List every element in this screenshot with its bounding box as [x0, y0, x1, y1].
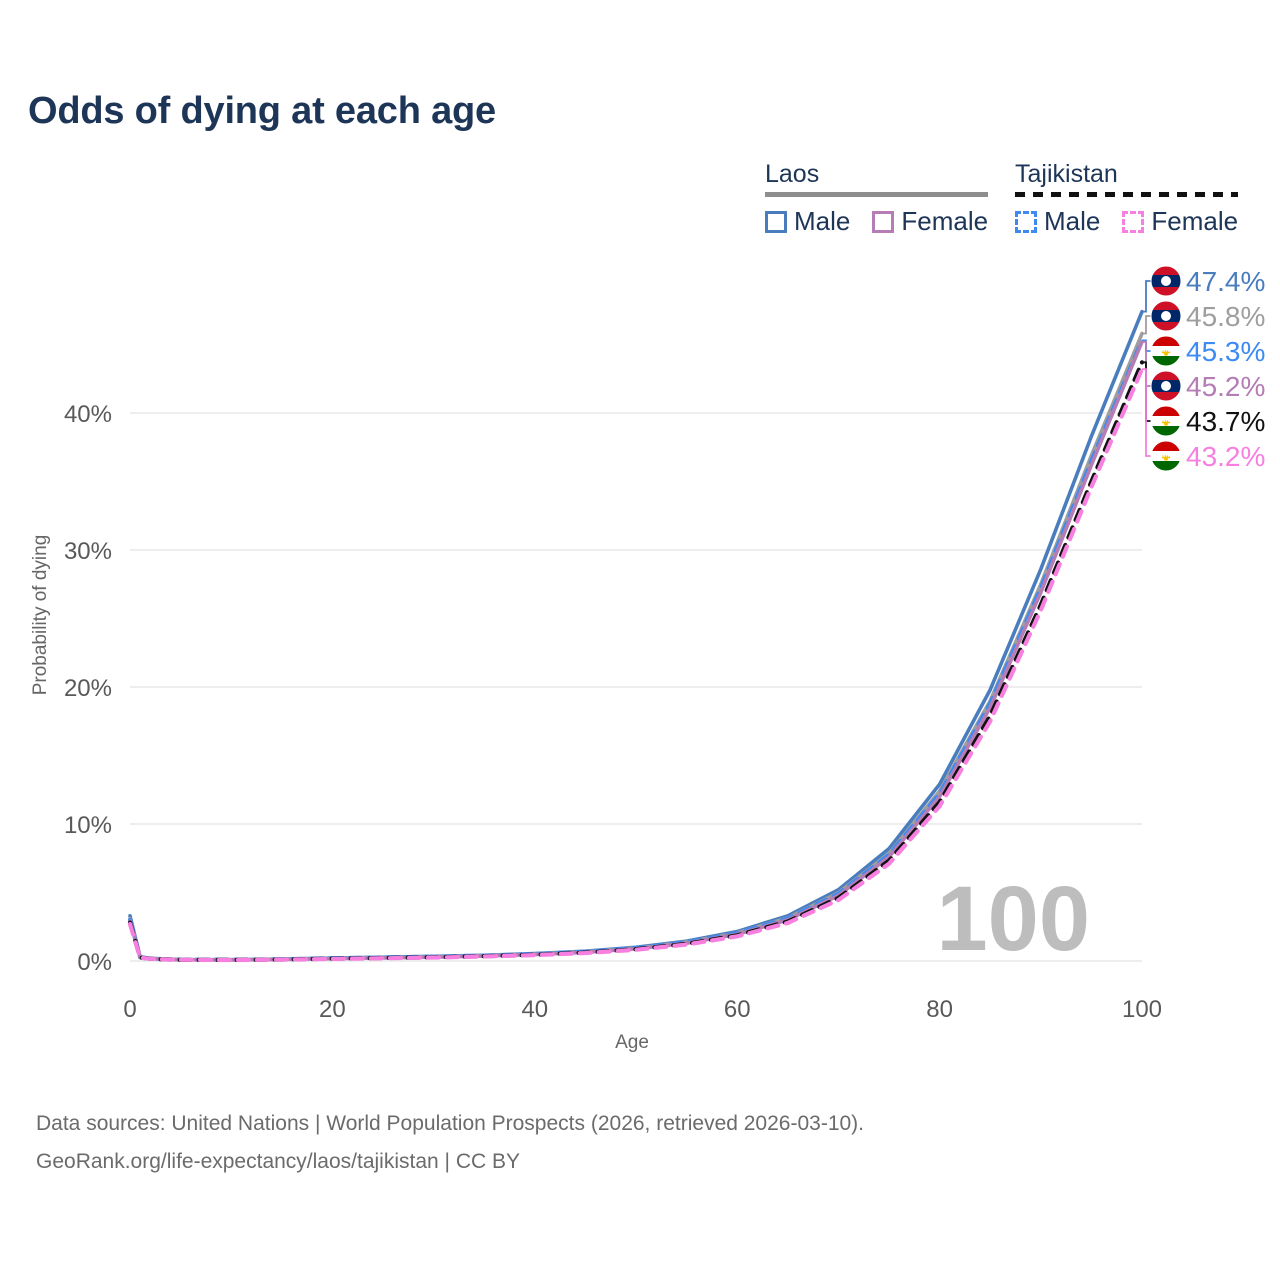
legend-label-laos-male: Male: [794, 206, 851, 236]
flag-icon-ring: [1150, 265, 1182, 297]
chart-legend: Laos Male Female Tajikistan Male: [760, 160, 1260, 240]
end-label-value: 45.8%: [1186, 301, 1265, 332]
x-tick-label: 0: [123, 996, 136, 1023]
legend-swatch-tajikistan-male: [1015, 210, 1037, 233]
y-tick-label: 30%: [64, 538, 112, 565]
y-tick-label: 0%: [77, 949, 112, 976]
x-tick-label: 40: [521, 996, 548, 1023]
page-title: Odds of dying at each age: [28, 90, 496, 132]
x-tick-label: 100: [1122, 996, 1162, 1023]
legend-group-tajikistan: Tajikistan Male Female: [1015, 160, 1239, 237]
legend-country-label: Laos: [765, 160, 820, 188]
legend-item-laos-female[interactable]: Female: [872, 206, 988, 237]
legend-label-tajikistan-female: Female: [1151, 206, 1239, 236]
y-axis-tick-labels: 0% 10% 20% 30% 40%: [64, 401, 112, 976]
legend-country-label: Tajikistan: [1015, 160, 1118, 188]
footer-line-url: GeoRank.org/life-expectancy/laos/tajikis…: [36, 1150, 521, 1173]
flag-icon-ring: [1150, 440, 1182, 472]
legend-label-tajikistan-male: Male: [1044, 206, 1101, 236]
x-tick-label: 80: [926, 996, 953, 1023]
legend-swatch-tajikistan-female: [1122, 210, 1145, 233]
y-tick-label: 10%: [64, 812, 112, 839]
end-label-value: 43.2%: [1186, 441, 1265, 472]
series-line-laos-male-alt-: [128, 331, 1144, 962]
legend-item-tajikistan-male[interactable]: Male: [1015, 206, 1100, 237]
x-axis-tick-labels: 0 20 40 60 80 100: [123, 996, 1162, 1023]
x-tick-label: 60: [724, 996, 751, 1023]
legend-rule-laos: [765, 192, 989, 197]
end-label-value: 45.3%: [1186, 336, 1265, 367]
legend-item-laos-male[interactable]: Male: [765, 206, 850, 237]
series-line-tajikistan-female: [127, 367, 1145, 963]
leader-line: [1142, 315, 1154, 335]
legend-item-tajikistan-female[interactable]: Female: [1122, 206, 1238, 237]
leader-line: [1142, 368, 1154, 457]
end-label-value: 47.4%: [1186, 266, 1265, 297]
label-leader-lines: [1142, 280, 1154, 457]
x-axis-title: Age: [615, 1032, 649, 1053]
series-line-laos-male: [128, 309, 1144, 962]
leader-line: [1142, 280, 1154, 313]
y-axis-title: Probability of dying: [30, 535, 51, 696]
footer-credits: Data sources: United Nations | World Pop…: [36, 1105, 864, 1181]
series-lines: [127, 309, 1145, 963]
flag-icon-ring: [1150, 370, 1182, 402]
flag-icon-ring: [1150, 335, 1182, 367]
y-tick-label: 20%: [64, 675, 112, 702]
series-line-tajikistan-male: [127, 338, 1145, 962]
y-tick-label: 40%: [64, 401, 112, 428]
end-label-value: 43.7%: [1186, 406, 1265, 437]
watermark-100: 100: [937, 868, 1091, 970]
x-tick-label: 20: [319, 996, 346, 1023]
end-value-labels: 47.4% 45.8% 45.3% 45.2% 43.7% 43.2%: [1150, 265, 1265, 472]
legend-swatch-laos-female: [872, 210, 895, 233]
end-label-value: 45.2%: [1186, 371, 1265, 402]
legend-swatch-laos-male: [765, 210, 787, 233]
legend-rule-tajikistan: [1015, 192, 1239, 197]
flag-icon-ring: [1150, 405, 1182, 437]
legend-group-laos: Laos Male Female: [765, 160, 989, 237]
legend-label-laos-female: Female: [901, 206, 989, 236]
footer-line-sources: Data sources: United Nations | World Pop…: [36, 1112, 865, 1135]
flag-icon-ring: [1150, 300, 1182, 332]
